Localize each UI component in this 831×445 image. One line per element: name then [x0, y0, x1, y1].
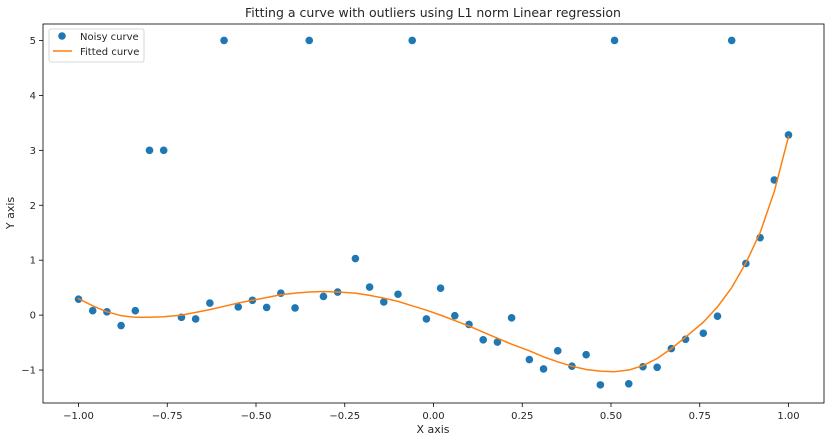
fitted-curve-line	[77, 135, 790, 373]
x-tick-label: 0.25	[511, 411, 533, 422]
noisy-curve-point	[784, 131, 793, 139]
noisy-curve-point	[408, 36, 417, 45]
x-tick-label: 0.00	[422, 411, 444, 422]
x-tick-label: −0.50	[241, 411, 272, 422]
y-axis-label: Y axis	[4, 197, 17, 231]
x-tick-label: 0.75	[689, 411, 711, 422]
plot-area	[43, 24, 824, 403]
noisy-curve-point	[394, 290, 402, 299]
legend-box	[48, 28, 145, 63]
noisy-curve-point	[653, 363, 661, 372]
noisy-curve-point	[624, 379, 633, 388]
noisy-curve-point	[422, 315, 431, 323]
legend: Noisy curve Fitted curve	[48, 28, 145, 63]
series-layer	[74, 36, 793, 389]
noisy-curve-point	[507, 314, 516, 322]
noisy-curve-point	[206, 299, 214, 307]
x-tick-label: −0.25	[329, 411, 360, 422]
y-tick-label: 2	[30, 201, 36, 212]
noisy-curve-point	[380, 298, 388, 306]
noisy-curve-point	[436, 284, 445, 293]
noisy-curve-point	[117, 321, 125, 330]
noisy-curve-point	[713, 312, 722, 321]
noisy-curve-point	[451, 311, 459, 320]
legend-marker-noisy	[58, 32, 66, 40]
legend-label-fitted: Fitted curve	[80, 47, 139, 58]
noisy-curve-point	[539, 365, 548, 373]
noisy-curve-point	[291, 304, 299, 312]
noisy-curve-point	[610, 36, 619, 45]
noisy-curve-point	[681, 335, 690, 344]
x-tick-label: 0.50	[600, 411, 622, 422]
noisy-curve-point	[553, 347, 562, 355]
noisy-curve-point	[220, 36, 228, 45]
noisy-curve-point	[234, 303, 243, 311]
x-tick-label: −1.00	[63, 411, 94, 422]
noisy-curve-point	[493, 338, 502, 346]
legend-label-noisy: Noisy curve	[80, 32, 139, 43]
noisy-curve-point	[88, 306, 97, 315]
noisy-curve-point	[145, 146, 154, 155]
noisy-curve-point	[262, 303, 271, 312]
noisy-curve-point	[365, 283, 374, 291]
noisy-curve-point	[159, 146, 168, 155]
y-tick-label: 1	[30, 256, 36, 267]
noisy-curve-point	[191, 315, 200, 323]
plot-frame	[42, 23, 825, 404]
noisy-curve-point	[131, 306, 140, 315]
chart-title: Fitting a curve with outliers using L1 n…	[245, 5, 621, 20]
noisy-curve-point	[305, 36, 314, 45]
x-tick-label: −0.75	[152, 411, 183, 422]
noisy-curve-point	[727, 36, 736, 45]
y-axis: −1 0 1 2 3 4 5	[21, 36, 43, 377]
noisy-curve-point	[596, 381, 605, 389]
y-tick-label: 5	[30, 36, 36, 47]
y-tick-label: 4	[30, 91, 36, 102]
y-tick-label: 3	[30, 146, 36, 157]
noisy-curve-point	[525, 355, 534, 364]
noisy-curve-point	[351, 254, 360, 263]
x-axis: −1.00 −0.75 −0.50 −0.25 0.00 0.25 0.50 0.75 1.00	[63, 403, 800, 422]
y-tick-label: −1	[21, 366, 36, 377]
y-tick-label: 0	[30, 311, 36, 322]
noisy-curve-point	[319, 292, 328, 301]
noisy-curve-point	[479, 336, 488, 344]
x-axis-label: X axis	[416, 423, 449, 436]
noisy-curve-point	[699, 329, 708, 338]
x-tick-label: 1.00	[777, 411, 799, 422]
noisy-curve-point	[582, 350, 590, 359]
